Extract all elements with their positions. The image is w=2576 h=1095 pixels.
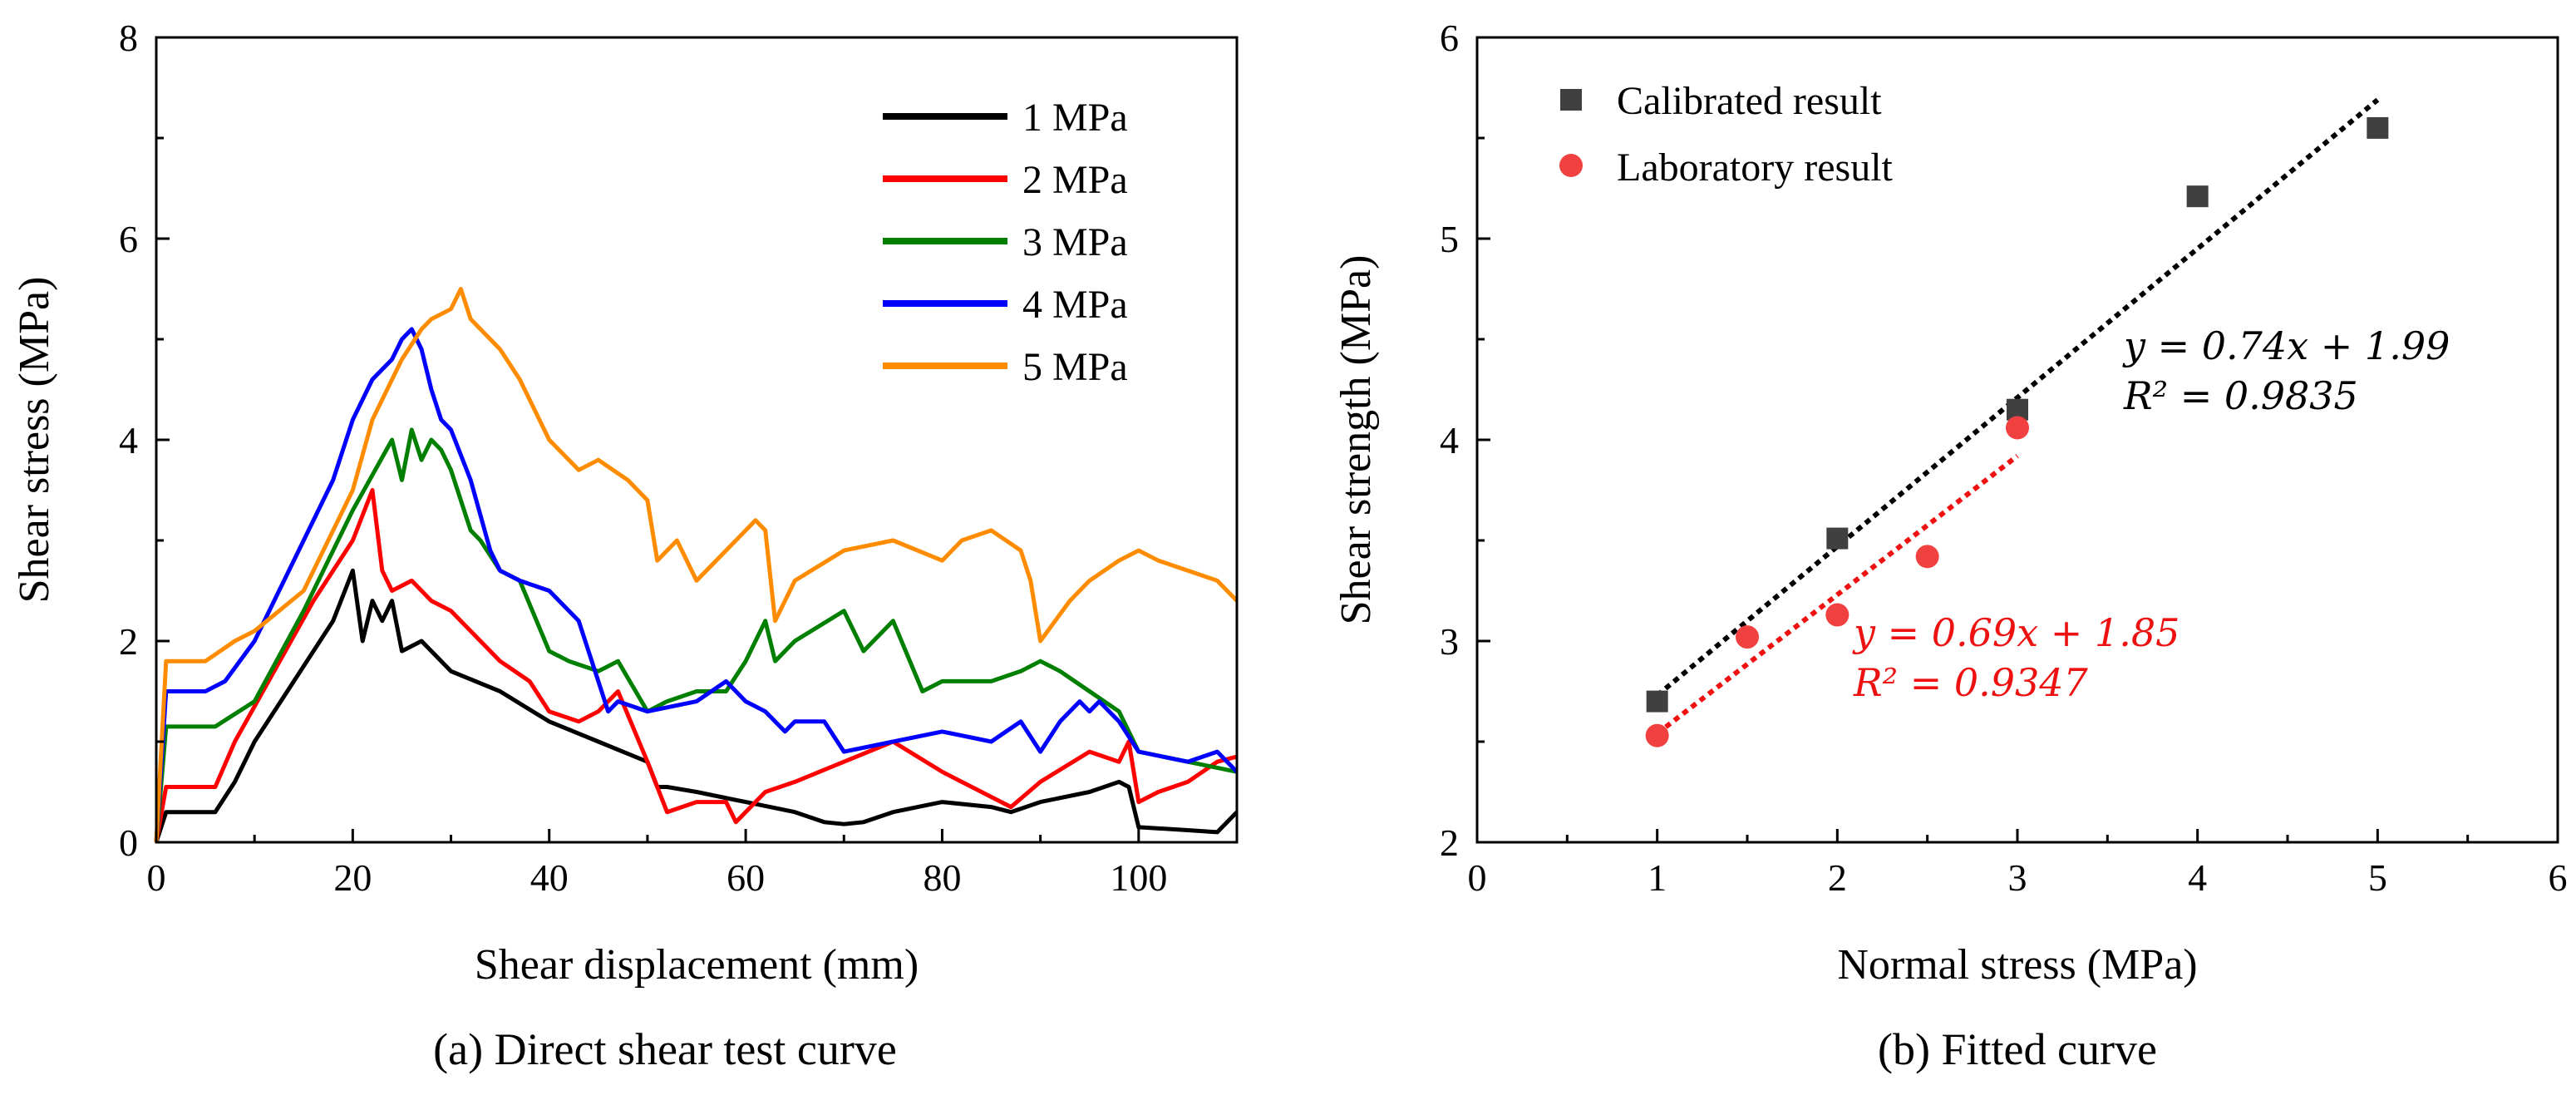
y-tick-label: 4: [119, 419, 138, 461]
x-tick-label: 80: [923, 856, 961, 899]
data-point-laboratory-result: [1825, 603, 1849, 627]
legend-label-laboratory: Laboratory result: [1617, 146, 1894, 190]
x-tick-label: 0: [1468, 856, 1487, 899]
x-tick-label: 1: [1648, 856, 1667, 899]
x-tick-label: 0: [147, 856, 166, 899]
fit-r2-calibrated: R² = 0.9835: [2123, 373, 2358, 418]
y-tick-label: 8: [119, 17, 138, 59]
y-tick-label: 4: [1440, 419, 1459, 461]
y-tick-label: 0: [119, 821, 138, 864]
y-axis-label: Shear strength (MPa): [1332, 255, 1380, 625]
series-line-2-mpa: [154, 488, 1238, 843]
data-point-laboratory-result: [1736, 625, 1759, 649]
data-point-calibrated-result: [2367, 116, 2389, 139]
fit-line-calibrated-result: [1655, 97, 2380, 698]
data-point-laboratory-result: [1645, 723, 1669, 747]
chart-direct-shear: 0 20 40 60 80 100 0 2 4 6 8 Shear displacement (mm…: [11, 17, 1239, 1074]
x-tick-label: 100: [1110, 856, 1167, 899]
x-tick-label: 5: [2368, 856, 2387, 899]
x-tick-label: 40: [530, 856, 569, 899]
y-tick-label: 6: [119, 218, 138, 260]
legend-label-1mpa: 1 MPa: [1022, 96, 1128, 140]
x-tick-label: 20: [333, 856, 372, 899]
y-tick-label: 5: [1440, 218, 1459, 260]
x-tick-label: 4: [2188, 856, 2207, 899]
legend-label-4mpa: 4 MPa: [1022, 283, 1128, 327]
data-point-calibrated-result: [1826, 527, 1849, 550]
fit-lines: [1655, 97, 2380, 736]
chart-fitted-curve: 0 1 2 3 4 5 6 2 3 4 5 6 Normal stress (MPa) Shear s…: [1332, 17, 2568, 1074]
legend-marker-laboratory: [1559, 154, 1583, 177]
data-point-laboratory-result: [1915, 545, 1939, 569]
legend-marker-calibrated: [1560, 89, 1582, 111]
y-tick-label: 2: [1440, 821, 1459, 864]
legend: Calibrated result Laboratory result: [1559, 79, 1894, 190]
fit-equation-laboratory: y = 0.69x + 1.85: [1852, 610, 2180, 655]
x-axis-label: Shear displacement (mm): [475, 941, 919, 989]
axis-ticks: 0 20 40 60 80 100 0 2 4 6 8: [119, 17, 1239, 899]
x-tick-label: 3: [2008, 856, 2027, 899]
x-axis-label: Normal stress (MPa): [1837, 941, 2197, 989]
caption: (a) Direct shear test curve: [433, 1024, 897, 1074]
y-tick-label: 3: [1440, 620, 1459, 663]
x-tick-label: 2: [1828, 856, 1847, 899]
x-tick-label: 60: [727, 856, 765, 899]
legend-label-5mpa: 5 MPa: [1022, 345, 1128, 389]
legend: 1 MPa 2 MPa 3 MPa 4 MPa 5 MPa: [883, 96, 1128, 389]
series-line-3-mpa: [154, 427, 1238, 843]
caption: (b) Fitted curve: [1878, 1024, 2157, 1074]
legend-label-2mpa: 2 MPa: [1022, 158, 1128, 202]
legend-label-3mpa: 3 MPa: [1022, 220, 1128, 264]
y-tick-label: 2: [119, 620, 138, 663]
series-line-5-mpa: [154, 287, 1239, 843]
y-tick-label: 6: [1440, 17, 1459, 59]
data-point-calibrated-result: [1646, 690, 1668, 713]
fit-line-laboratory-result: [1655, 453, 2019, 736]
fit-r2-laboratory: R² = 0.9347: [1853, 660, 2089, 705]
data-points: [1645, 116, 2389, 747]
fit-equation-calibrated: y = 0.74x + 1.99: [2122, 323, 2450, 368]
legend-label-calibrated: Calibrated result: [1617, 79, 1882, 123]
series-line-4-mpa: [154, 327, 1239, 843]
x-tick-label: 6: [2549, 856, 2568, 899]
data-point-laboratory-result: [2006, 416, 2029, 440]
axis-ticks: 0 1 2 3 4 5 6 2 3 4 5 6: [1440, 17, 2568, 899]
series-layer: [154, 287, 1239, 843]
y-axis-label: Shear stress (MPa): [11, 277, 58, 604]
data-point-calibrated-result: [2186, 185, 2209, 208]
